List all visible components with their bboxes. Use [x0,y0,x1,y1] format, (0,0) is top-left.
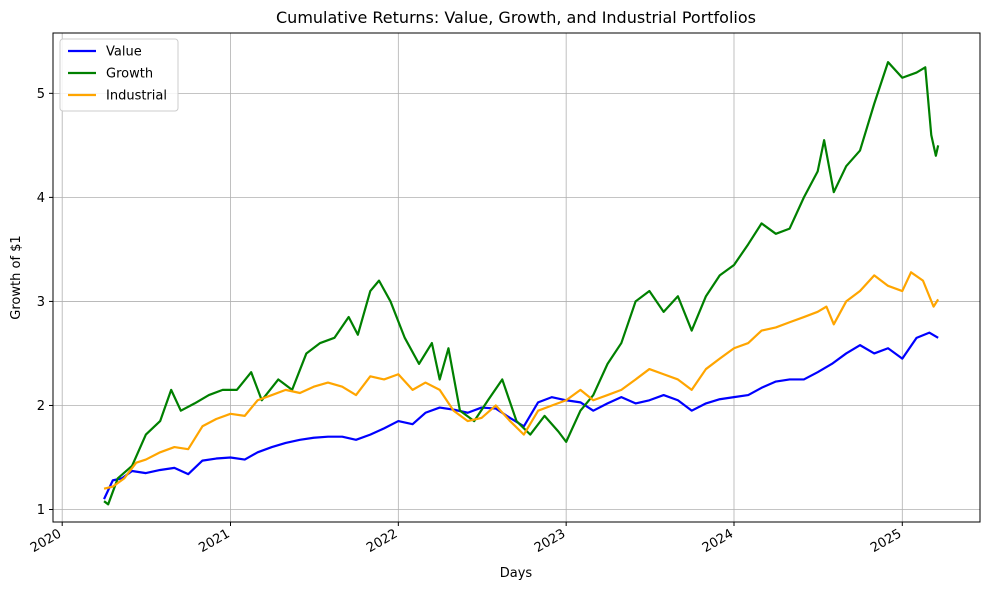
chart-title: Cumulative Returns: Value, Growth, and I… [276,8,756,27]
legend-box [59,38,179,112]
legend: Value Growth Industrial [59,38,179,112]
x-tick-label: 2020 [28,526,64,556]
axis-ticks: 1 2 3 4 5 2020 2021 2022 2023 2024 2025 [28,87,904,556]
y-tick-label: 5 [37,87,45,102]
series-lines [103,61,940,506]
x-tick-label: 2024 [700,526,736,556]
y-axis-title: Growth of $1 [9,235,24,319]
y-tick-label: 1 [37,503,45,518]
legend-label-growth: Growth [106,67,153,82]
y-tick-label: 4 [37,191,45,206]
x-tick-label: 2021 [196,526,232,556]
y-tick-label: 2 [37,399,45,414]
x-tick-label: 2023 [532,526,568,556]
series-line-value [103,331,939,500]
legend-label-industrial: Industrial [106,89,167,104]
x-tick-label: 2025 [868,526,904,556]
series-line-growth [103,61,940,506]
series-line-industrial [103,271,940,490]
plot-frame [52,32,981,523]
x-axis-title: Days [500,566,533,581]
y-tick-label: 3 [37,295,45,310]
x-tick-label: 2022 [364,526,400,556]
legend-label-value: Value [106,45,142,60]
grid-layer [53,33,980,522]
